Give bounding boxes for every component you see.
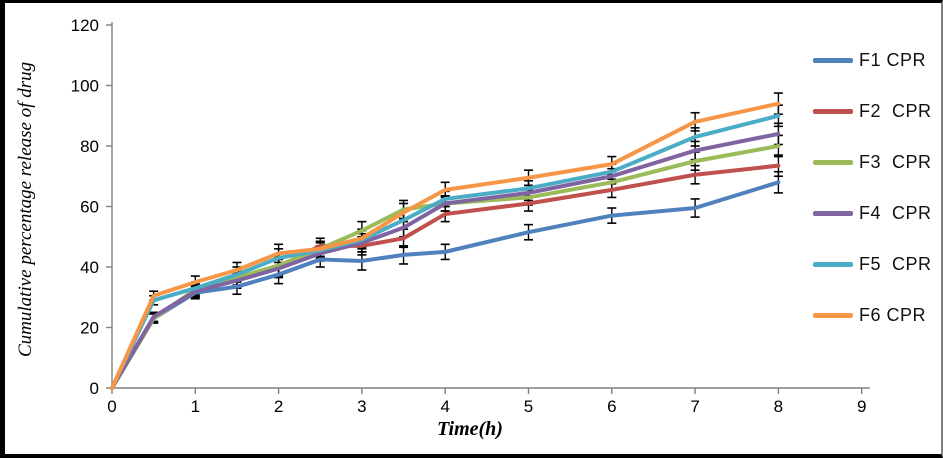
svg-text:80: 80 [80,137,99,156]
legend-item: F1 CPR [813,49,938,71]
y-axis-title: Cumulative percentage release of drug [15,61,36,357]
legend-line-swatch [813,312,853,318]
svg-text:60: 60 [80,198,99,217]
legend-label: F2 CPR [859,100,932,121]
legend-item: F3 CPR [813,151,938,173]
legend: F1 CPR F2 CPR F3 CPR F4 CPR F5 CPR F6 CP… [813,49,938,326]
legend-line-swatch [813,57,853,63]
legend-item: F6 CPR [813,304,938,326]
legend-item: F2 CPR [813,100,938,122]
svg-text:120: 120 [71,16,99,35]
legend-label: F3 CPR [859,151,932,172]
svg-text:100: 100 [71,77,99,96]
svg-text:1: 1 [191,397,200,416]
legend-item: F5 CPR [813,253,938,275]
legend-item: F4 CPR [813,202,938,224]
x-axis-title: Time(h) [437,418,503,440]
svg-text:9: 9 [857,397,866,416]
legend-line-swatch [813,108,853,114]
legend-label: F1 CPR [859,49,927,70]
svg-text:0: 0 [107,397,116,416]
svg-text:2: 2 [274,397,283,416]
legend-line-swatch [813,210,853,216]
svg-text:40: 40 [80,258,99,277]
legend-line-swatch [813,261,853,267]
svg-text:5: 5 [524,397,533,416]
svg-text:3: 3 [357,397,366,416]
svg-text:4: 4 [440,397,449,416]
legend-line-swatch [813,159,853,165]
legend-label: F4 CPR [859,202,932,223]
drug-release-line-chart: 0 20 40 60 80 100 120 0 1 2 3 4 5 6 7 8 9 [71,16,870,416]
svg-text:6: 6 [607,397,616,416]
legend-label: F5 CPR [859,253,932,274]
svg-text:8: 8 [774,397,783,416]
svg-text:7: 7 [690,397,699,416]
svg-text:20: 20 [80,319,99,338]
legend-label: F6 CPR [859,304,927,325]
svg-text:0: 0 [90,379,99,398]
